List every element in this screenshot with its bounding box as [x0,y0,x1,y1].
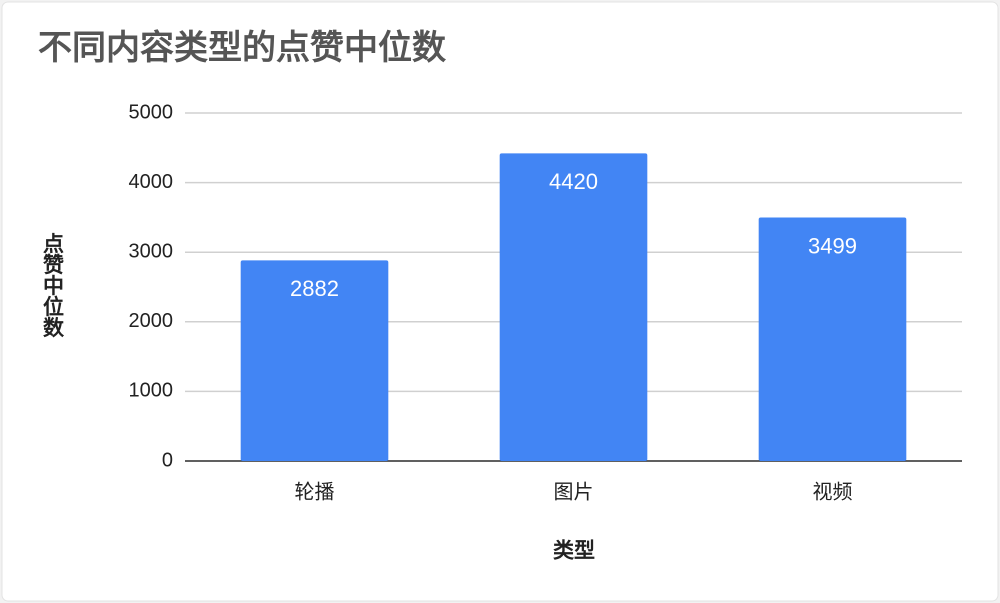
y-tick-label: 4000 [129,171,174,193]
bar [758,217,907,461]
y-tick-label: 3000 [129,240,174,262]
y-tick-label: 1000 [129,380,174,402]
x-tick-label: 图片 [554,480,594,503]
x-tick-label: 视频 [813,480,853,503]
data-label: 2882 [290,276,339,301]
bar [499,153,648,462]
chart-title: 不同内容类型的点赞中位数 [38,29,446,67]
y-tick-label: 2000 [129,310,174,332]
data-label: 4420 [549,169,598,194]
data-label: 3499 [808,233,857,258]
y-tick-label: 0 [162,449,173,471]
x-tick-label: 轮播 [295,480,335,503]
y-axis-title: 点赞中位数 [41,232,66,339]
y-tick-label: 5000 [129,101,174,123]
bar [240,260,389,461]
x-axis-title: 类型 [553,540,595,563]
